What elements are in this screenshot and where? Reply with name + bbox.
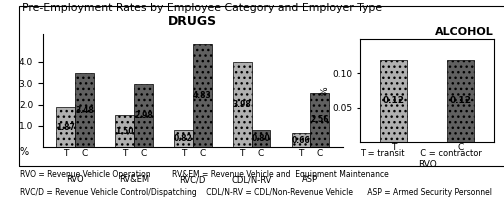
Text: 0.66: 0.66 — [292, 136, 310, 145]
Text: ALCOHOL: ALCOHOL — [435, 27, 494, 37]
Text: 4.83: 4.83 — [193, 91, 212, 100]
Bar — [193, 44, 212, 147]
Bar — [115, 115, 134, 147]
Text: RVC/D: RVC/D — [179, 175, 206, 184]
Text: RV&EM: RV&EM — [119, 175, 149, 184]
Text: 0.82: 0.82 — [174, 134, 193, 143]
Text: %: % — [20, 147, 29, 157]
Text: RVO = Revenue Vehicle Operation         RV&EM = Revenue Vehicle and  Equipment M: RVO = Revenue Vehicle Operation RV&EM = … — [20, 170, 389, 179]
Bar — [174, 130, 193, 147]
Text: T = transit      C = contractor: T = transit C = contractor — [360, 149, 482, 158]
Bar — [381, 60, 407, 142]
Y-axis label: %: % — [321, 86, 330, 95]
Text: 3.48: 3.48 — [75, 106, 94, 115]
Text: 2.56: 2.56 — [310, 116, 329, 124]
Bar — [56, 107, 75, 147]
Text: Pre-Employment Rates by Employee Category and Employer Type: Pre-Employment Rates by Employee Categor… — [22, 3, 382, 13]
Text: 0.12: 0.12 — [450, 96, 472, 105]
Text: 0.12: 0.12 — [383, 96, 405, 105]
Text: RVO: RVO — [418, 159, 436, 169]
Bar — [310, 93, 329, 147]
Text: RVC/D = Revenue Vehicle Control/Dispatching    CDL/N-RV = CDL/Non-Revenue Vehicl: RVC/D = Revenue Vehicle Control/Dispatch… — [20, 188, 492, 197]
Text: 0.80: 0.80 — [251, 134, 270, 143]
Text: 2.98: 2.98 — [134, 111, 153, 120]
Bar — [233, 62, 251, 147]
Bar — [447, 60, 474, 142]
Text: CDL/N-RV: CDL/N-RV — [231, 175, 272, 184]
Text: 1.50: 1.50 — [115, 127, 134, 136]
Text: 3.98: 3.98 — [233, 100, 251, 109]
Text: RVO: RVO — [67, 175, 84, 184]
Bar — [134, 84, 153, 147]
Text: DRUGS: DRUGS — [168, 15, 217, 28]
Text: ASP: ASP — [302, 175, 319, 184]
Bar — [75, 73, 94, 147]
Bar — [251, 130, 270, 147]
Text: 1.87: 1.87 — [56, 123, 75, 132]
Bar — [291, 133, 310, 147]
